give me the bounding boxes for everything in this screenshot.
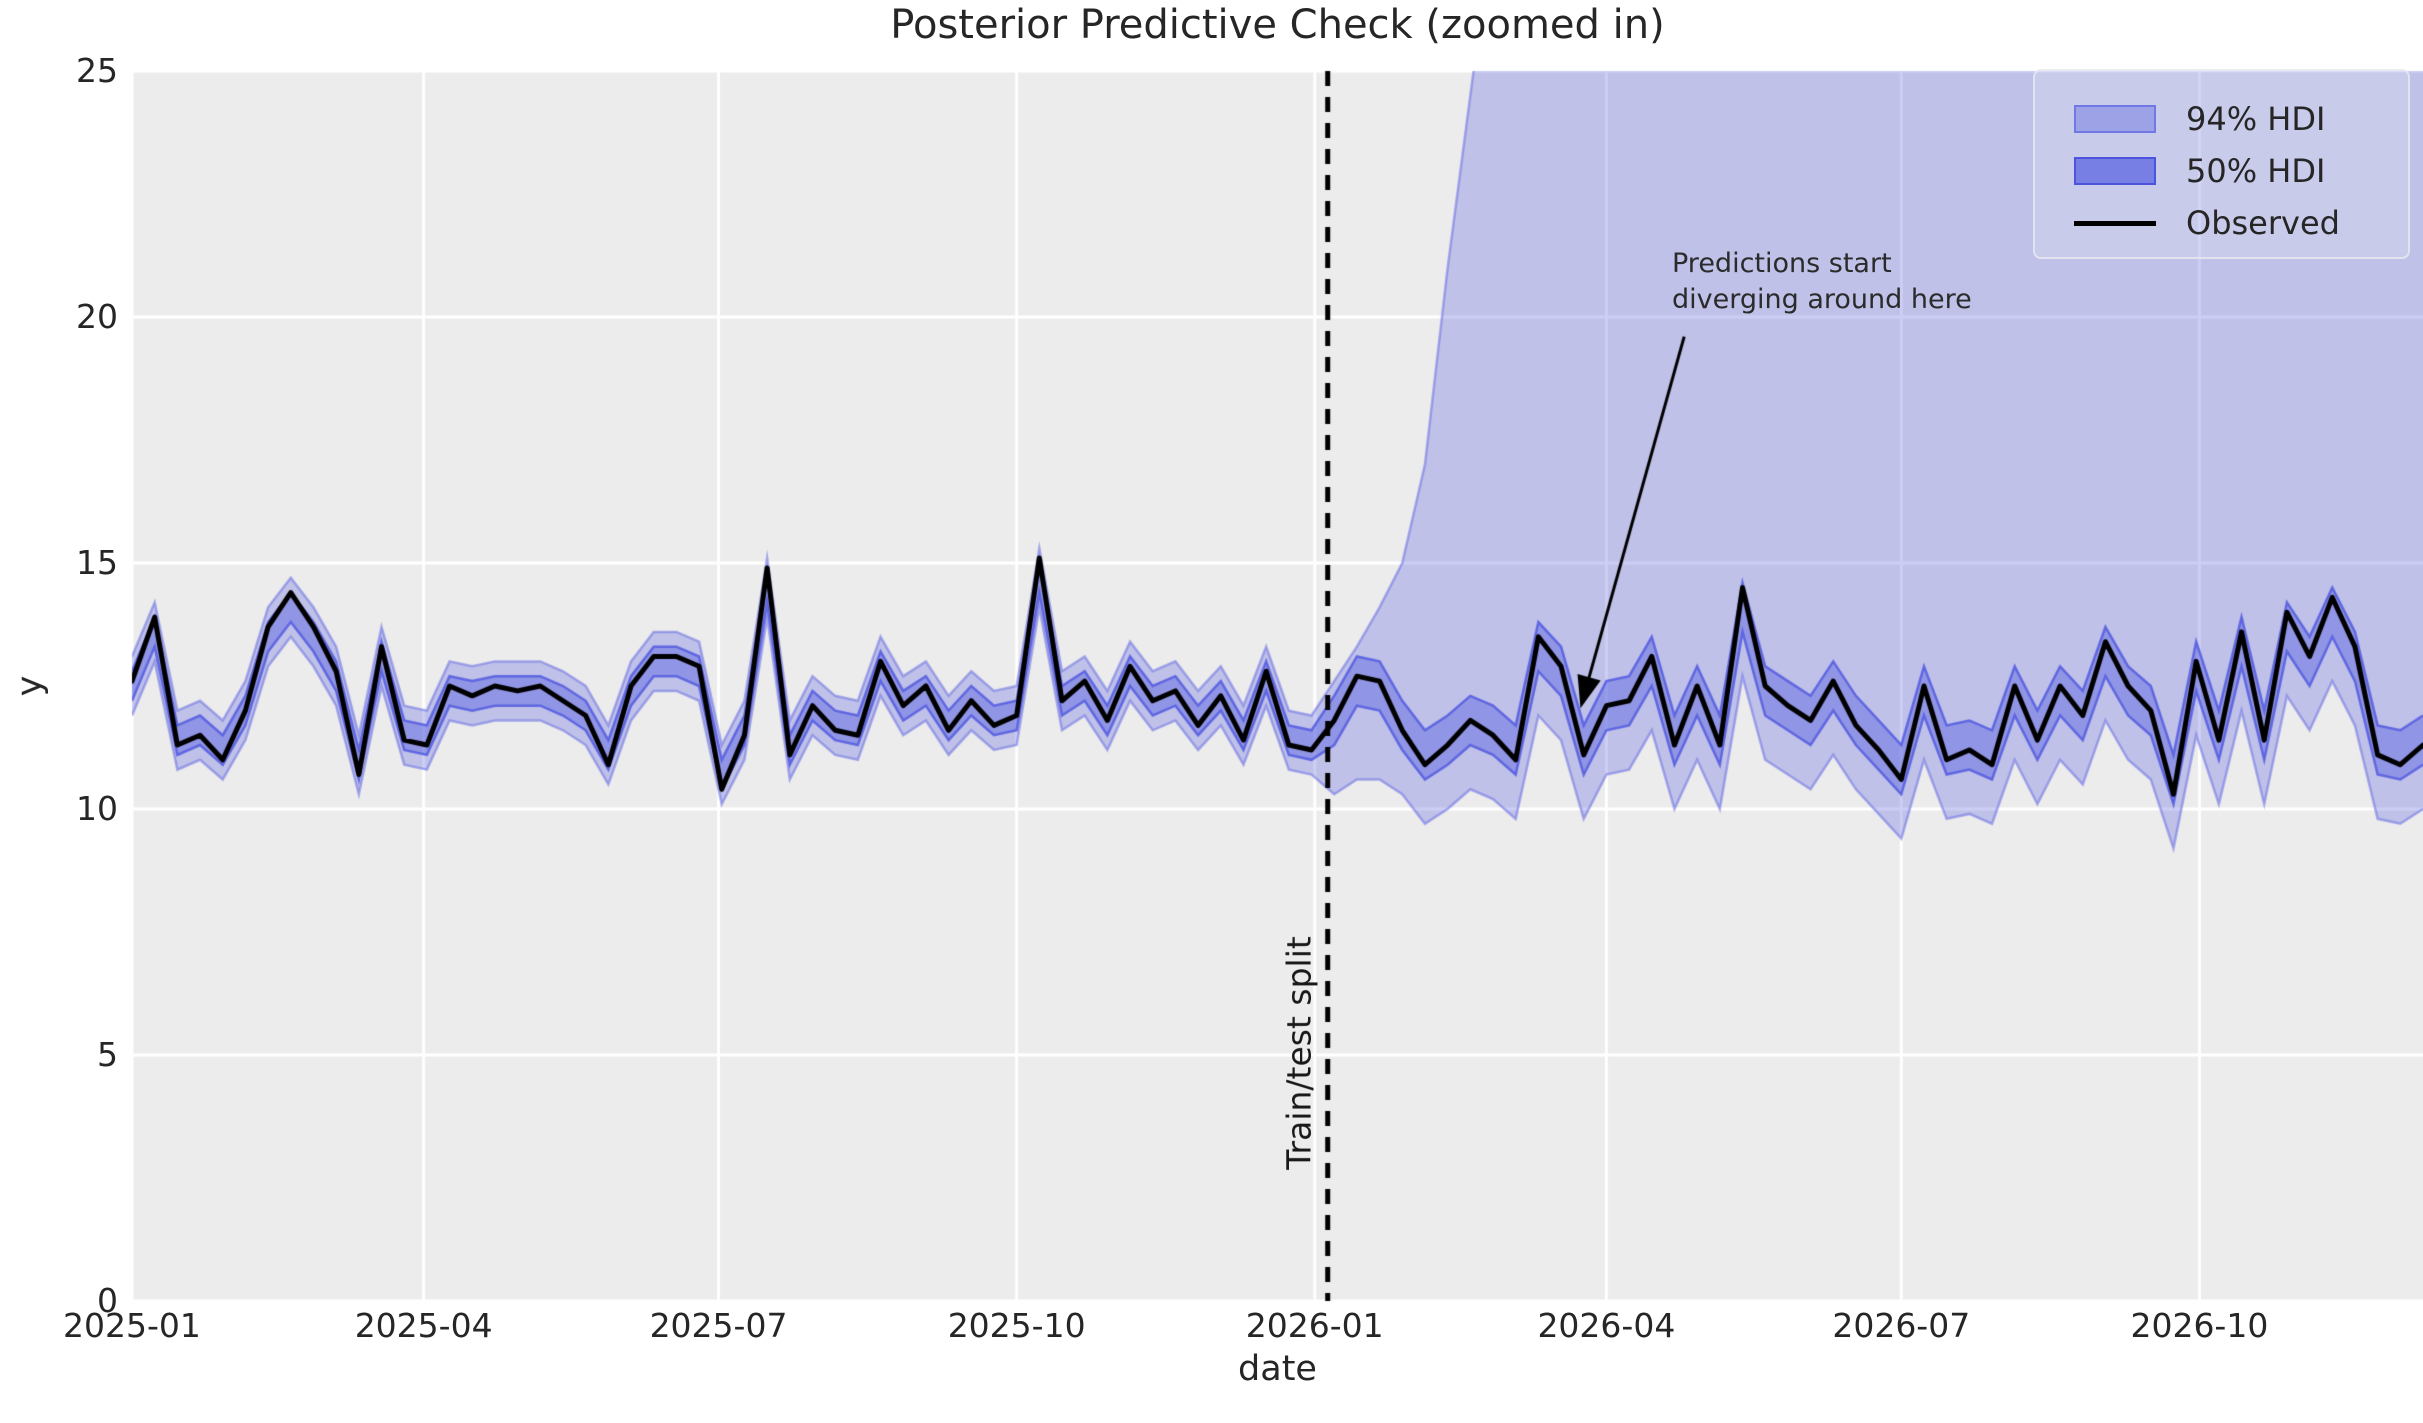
y-tick-label: 15: [76, 543, 118, 582]
y-axis-label: y: [10, 675, 50, 697]
y-tick-label: 10: [76, 789, 118, 828]
x-tick-label: 2025-10: [947, 1306, 1086, 1345]
y-tick-label: 25: [76, 51, 118, 90]
legend-label: 94% HDI: [2186, 100, 2326, 138]
y-tick-label: 5: [97, 1035, 118, 1074]
annotation-callout-line1: Predictions start: [1672, 248, 1892, 279]
annotation-callout: Predictions start diverging around here: [1672, 246, 1972, 318]
train-test-split-label: Train/test split: [1279, 936, 1319, 1170]
legend: 94% HDI 50% HDI Observed: [2033, 69, 2410, 259]
annotation-callout-line2: diverging around here: [1672, 284, 1972, 315]
hdi50-swatch: [2074, 157, 2156, 185]
x-tick-label: 2025-01: [63, 1306, 201, 1345]
chart-title: Posterior Predictive Check (zoomed in): [890, 2, 1665, 48]
x-axis-label: date: [1238, 1349, 1317, 1389]
legend-item-observed: Observed: [2035, 197, 2408, 249]
x-tick-label: 2026-04: [1537, 1306, 1676, 1345]
legend-label: 50% HDI: [2186, 152, 2326, 190]
hdi94-swatch: [2074, 105, 2156, 133]
legend-item-50-hdi: 50% HDI: [2035, 145, 2408, 197]
legend-item-94-hdi: 94% HDI: [2035, 93, 2408, 145]
legend-label: Observed: [2186, 204, 2340, 242]
x-tick-label: 2026-01: [1245, 1306, 1384, 1345]
y-tick-label: 20: [76, 297, 118, 336]
x-tick-label: 2025-07: [649, 1306, 788, 1345]
y-tick-label: 0: [97, 1281, 118, 1320]
x-tick-label: 2026-10: [2130, 1306, 2269, 1345]
x-tick-label: 2026-07: [1832, 1306, 1971, 1345]
observed-line-swatch: [2074, 220, 2156, 226]
x-tick-label: 2025-04: [354, 1306, 493, 1345]
